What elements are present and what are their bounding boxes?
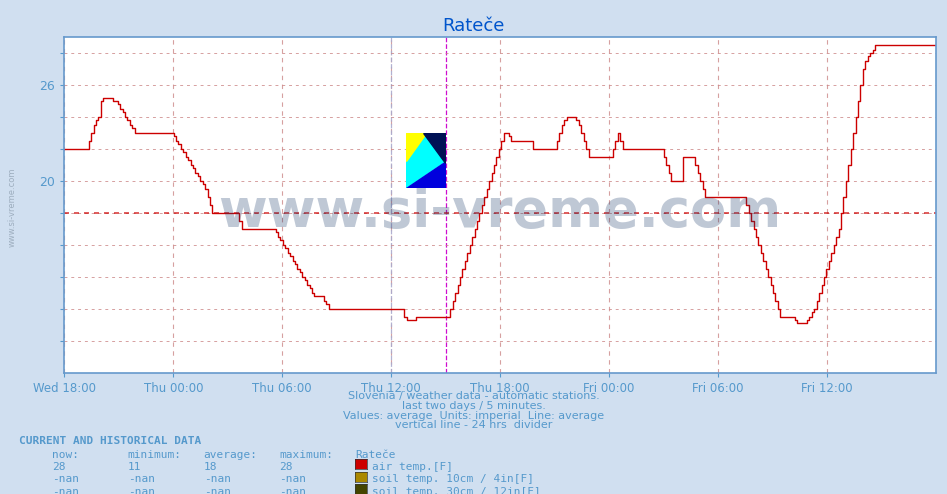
Text: -nan: -nan: [204, 487, 231, 494]
Text: -nan: -nan: [52, 474, 80, 484]
Text: last two days / 5 minutes.: last two days / 5 minutes.: [402, 401, 545, 411]
Text: -nan: -nan: [52, 487, 80, 494]
Polygon shape: [406, 133, 446, 188]
Text: Rateče: Rateče: [442, 17, 505, 35]
Text: soil temp. 30cm / 12in[F]: soil temp. 30cm / 12in[F]: [372, 487, 541, 494]
Text: 18: 18: [204, 462, 217, 472]
Text: 11: 11: [128, 462, 141, 472]
Polygon shape: [406, 161, 446, 188]
Text: minimum:: minimum:: [128, 450, 182, 459]
Text: -nan: -nan: [128, 487, 155, 494]
Text: -nan: -nan: [204, 474, 231, 484]
Text: Rateče: Rateče: [355, 450, 396, 459]
Polygon shape: [406, 133, 426, 161]
Text: air temp.[F]: air temp.[F]: [372, 462, 454, 472]
Text: maximum:: maximum:: [279, 450, 333, 459]
Text: -nan: -nan: [279, 487, 307, 494]
Text: 28: 28: [279, 462, 293, 472]
Text: CURRENT AND HISTORICAL DATA: CURRENT AND HISTORICAL DATA: [19, 436, 201, 446]
Text: now:: now:: [52, 450, 80, 459]
Polygon shape: [423, 133, 446, 164]
Text: www.si-vreme.com: www.si-vreme.com: [8, 168, 17, 247]
Text: average:: average:: [204, 450, 258, 459]
Text: -nan: -nan: [279, 474, 307, 484]
Text: Slovenia / weather data - automatic stations.: Slovenia / weather data - automatic stat…: [348, 391, 599, 401]
Text: vertical line - 24 hrs  divider: vertical line - 24 hrs divider: [395, 420, 552, 430]
Text: soil temp. 10cm / 4in[F]: soil temp. 10cm / 4in[F]: [372, 474, 534, 484]
Text: 28: 28: [52, 462, 65, 472]
Text: Values: average  Units: imperial  Line: average: Values: average Units: imperial Line: av…: [343, 411, 604, 421]
Text: www.si-vreme.com: www.si-vreme.com: [219, 186, 781, 238]
Text: -nan: -nan: [128, 474, 155, 484]
